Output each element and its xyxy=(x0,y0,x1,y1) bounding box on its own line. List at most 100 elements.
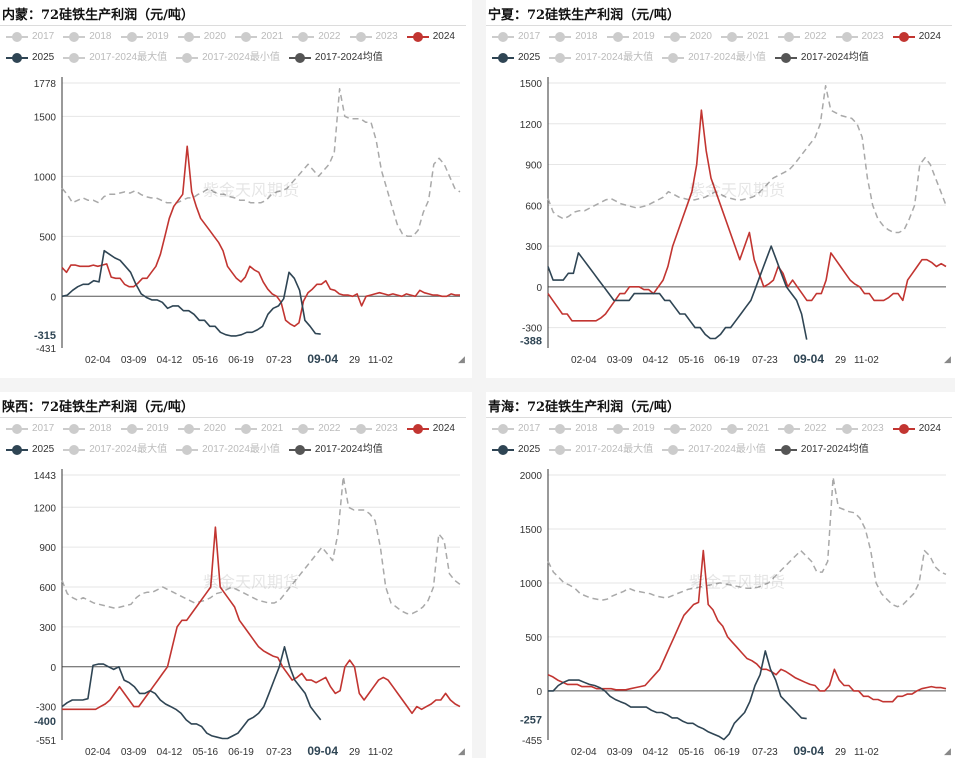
legend-label: 2017-2024最小值 xyxy=(202,52,280,63)
legend-item[interactable]: 2017 xyxy=(6,28,54,46)
x-tick-label: 07-23 xyxy=(752,355,778,366)
legend-item[interactable]: 2022 xyxy=(292,420,341,438)
watermark: 紫金天风期货 xyxy=(689,181,785,200)
legend-item[interactable]: 2017-2024最小值 xyxy=(662,441,766,459)
legend-item[interactable]: 2021 xyxy=(235,420,283,438)
x-tick-label: 07-23 xyxy=(266,747,292,758)
legend-item[interactable]: 2017-2024均值 xyxy=(774,49,869,67)
legend-item[interactable]: 2019 xyxy=(120,420,169,438)
legend-item[interactable]: 2017-2024最大值 xyxy=(549,49,653,67)
legend-item[interactable]: 2025 xyxy=(6,441,54,459)
title-divider xyxy=(0,25,466,26)
legend-marker-icon xyxy=(492,424,514,434)
legend-item[interactable]: 2022 xyxy=(778,28,827,46)
legend-marker-icon xyxy=(663,424,686,434)
legend-item[interactable]: 2017-2024最大值 xyxy=(63,49,167,67)
legend-row: 2025 2017-2024最大值 2017-2024最小值 2017-2024均值 xyxy=(492,441,952,462)
legend-item[interactable]: 2017-2024最小值 xyxy=(176,441,280,459)
legend-label: 2025 xyxy=(518,52,541,63)
legend-item[interactable]: 2023 xyxy=(835,420,884,438)
legend-item[interactable]: 2017-2024均值 xyxy=(774,441,869,459)
legend-row: 2025 2017-2024最大值 2017-2024最小值 2017-2024均值 xyxy=(6,441,466,462)
legend-item[interactable]: 2021 xyxy=(721,28,769,46)
x-tick-label: 05-16 xyxy=(192,355,218,366)
legend-item[interactable]: 2017 xyxy=(492,420,540,438)
chart-panel-2: 宁夏：72硅铁生产利润（元/吨） 2017 2018 2019 2020 2021 2022… xyxy=(486,0,952,366)
legend-marker-icon xyxy=(721,424,743,434)
legend-item[interactable]: 2017 xyxy=(6,420,54,438)
legend-item[interactable]: 2019 xyxy=(606,28,655,46)
x-tick-label: 29 xyxy=(349,747,361,758)
legend-item[interactable]: 2017-2024最小值 xyxy=(176,49,280,67)
legend-marker-icon xyxy=(492,32,514,42)
legend-item[interactable]: 2020 xyxy=(663,420,712,438)
legend-item[interactable]: 2018 xyxy=(63,28,112,46)
legend-item[interactable]: 2020 xyxy=(663,28,712,46)
legend-row: 2025 2017-2024最大值 2017-2024最小值 2017-2024均值 xyxy=(492,49,952,70)
legend-label: 2018 xyxy=(89,423,112,434)
legend-label: 2021 xyxy=(261,31,284,42)
series-line-2025 xyxy=(548,650,807,741)
legend-item[interactable]: 2017-2024均值 xyxy=(288,49,383,67)
series-line-avg xyxy=(547,84,947,234)
resize-corner-icon: ◢ xyxy=(944,746,951,756)
legend-item[interactable]: 2024 xyxy=(406,420,455,438)
x-tick-label: 04-12 xyxy=(643,355,669,366)
y-tick-label: 1000 xyxy=(34,172,57,183)
series-line-avg xyxy=(61,475,461,615)
legend-marker-icon xyxy=(549,32,572,42)
series-line-2024 xyxy=(547,109,947,322)
legend-item[interactable]: 2021 xyxy=(235,28,283,46)
legend-marker-icon xyxy=(177,424,200,434)
y-tick-label: 300 xyxy=(525,242,542,253)
legend-item[interactable]: 2018 xyxy=(549,28,598,46)
legend-item[interactable]: 2022 xyxy=(292,28,341,46)
legend-label: 2017-2024最小值 xyxy=(688,52,766,63)
y-min-label: -455 xyxy=(522,736,542,747)
legend-item[interactable]: 2017 xyxy=(492,28,540,46)
legend-item[interactable]: 2018 xyxy=(63,420,112,438)
series-line-avg xyxy=(61,88,461,238)
legend-item[interactable]: 2022 xyxy=(778,420,827,438)
legend-label: 2024 xyxy=(432,423,455,434)
chart-legend: 2017 2018 2019 2020 2021 2022 2023 2024 2025 2017… xyxy=(6,28,466,70)
x-tick-label: 05-16 xyxy=(678,747,704,758)
legend-item[interactable]: 2017-2024最大值 xyxy=(549,441,653,459)
legend-marker-icon xyxy=(606,424,629,434)
legend-item[interactable]: 2023 xyxy=(835,28,884,46)
legend-item[interactable]: 2025 xyxy=(6,49,54,67)
legend-item[interactable]: 2020 xyxy=(177,28,226,46)
legend-label: 2017 xyxy=(518,423,541,434)
legend-marker-icon xyxy=(6,53,28,63)
legend-label: 2017-2024最大值 xyxy=(575,52,654,63)
watermark: 紫金天风期货 xyxy=(203,181,299,200)
legend-marker-icon xyxy=(778,424,801,434)
legend-label: 2023 xyxy=(861,423,884,434)
legend-item[interactable]: 2020 xyxy=(177,420,226,438)
legend-item[interactable]: 2023 xyxy=(349,420,398,438)
legend-marker-icon xyxy=(176,445,199,455)
legend-label: 2022 xyxy=(804,31,827,42)
legend-item[interactable]: 2024 xyxy=(892,28,941,46)
legend-item[interactable]: 2018 xyxy=(549,420,598,438)
legend-item[interactable]: 2023 xyxy=(349,28,398,46)
legend-marker-icon xyxy=(406,424,429,434)
legend-label: 2022 xyxy=(804,423,827,434)
legend-item[interactable]: 2025 xyxy=(492,49,540,67)
legend-item[interactable]: 2019 xyxy=(606,420,655,438)
legend-item[interactable]: 2024 xyxy=(406,28,455,46)
legend-item[interactable]: 2019 xyxy=(120,28,169,46)
legend-item[interactable]: 2017-2024均值 xyxy=(288,441,383,459)
legend-item[interactable]: 2017-2024最小值 xyxy=(662,49,766,67)
legend-label: 2023 xyxy=(375,31,398,42)
legend-item[interactable]: 2021 xyxy=(721,420,769,438)
x-tick-label: 29 xyxy=(835,355,847,366)
legend-item[interactable]: 2017-2024最大值 xyxy=(63,441,167,459)
legend-marker-icon xyxy=(63,445,86,455)
legend-item[interactable]: 2024 xyxy=(892,420,941,438)
y-tick-label: 1500 xyxy=(520,79,543,90)
x-tick-label: 05-16 xyxy=(678,355,704,366)
legend-item[interactable]: 2025 xyxy=(492,441,540,459)
y-tick-label: 1500 xyxy=(34,112,57,123)
legend-label: 2020 xyxy=(203,31,226,42)
